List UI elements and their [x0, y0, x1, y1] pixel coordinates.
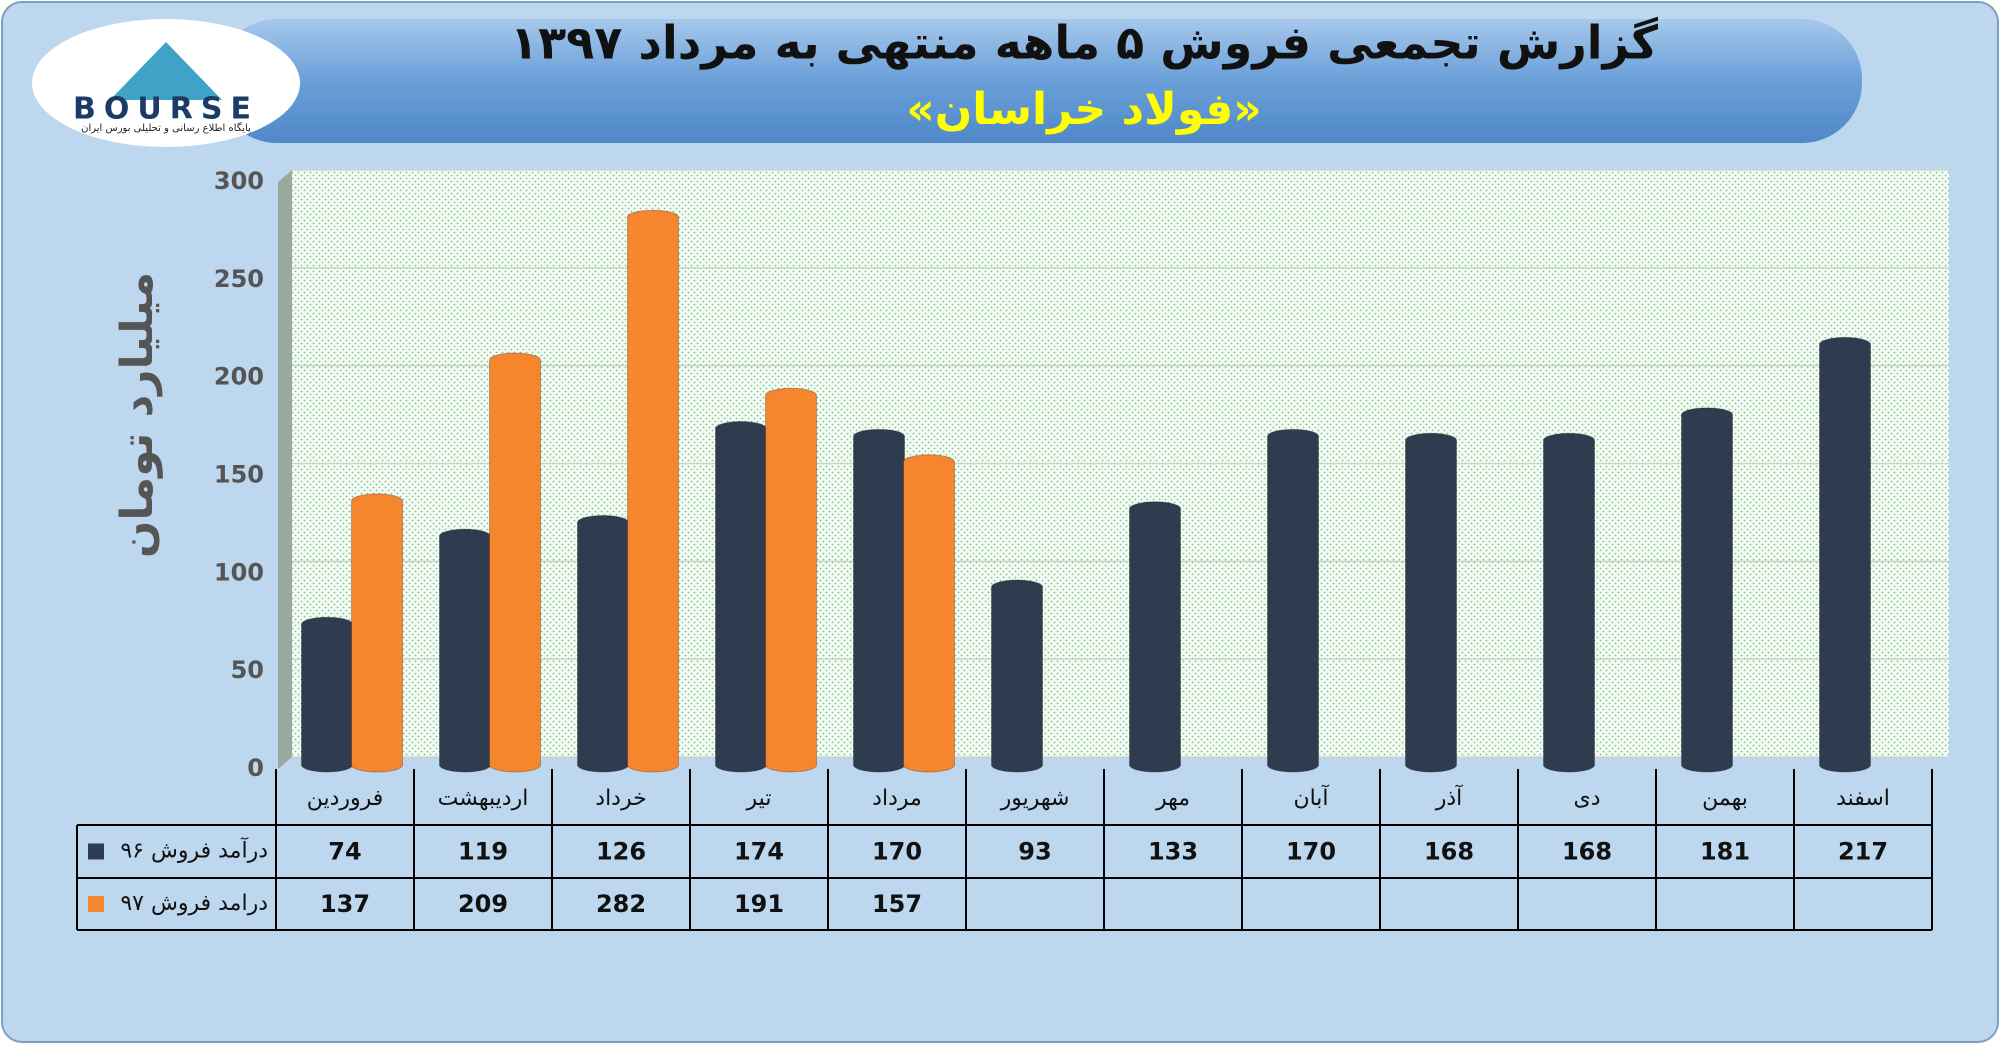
data-label: 168	[1562, 838, 1612, 866]
y-tick-label: 200	[214, 363, 264, 391]
y-tick-label: 100	[214, 558, 264, 586]
logo-tagline: پایگاه اطلاع رسانی و تحلیلی بورس ایران	[81, 122, 251, 134]
bar	[577, 514, 629, 773]
data-label: 209	[458, 890, 508, 918]
legend-label: درآمد فروش ۹۶	[120, 837, 268, 864]
y-tick-label: 300	[214, 167, 264, 195]
bar	[1129, 501, 1181, 773]
bar	[351, 493, 403, 773]
y-tick-label: 50	[231, 656, 264, 684]
bar	[991, 579, 1043, 773]
data-label: 181	[1700, 838, 1750, 866]
logo-icon	[110, 42, 222, 100]
logo-name: BOURSE	[73, 92, 259, 127]
y-axis-label: میلیارد تومان	[112, 272, 163, 558]
x-tick-label: مرداد	[872, 786, 922, 811]
y-tick-label: 250	[214, 265, 264, 293]
plot-wall	[278, 170, 292, 769]
data-label: 170	[1286, 838, 1336, 866]
bar	[301, 616, 353, 773]
x-tick-label: آبان	[1293, 784, 1329, 811]
y-tick-label: 0	[247, 754, 264, 782]
data-label: 157	[872, 890, 922, 918]
data-label: 126	[596, 838, 646, 866]
data-label: 217	[1838, 838, 1888, 866]
bar	[715, 421, 767, 773]
data-label: 282	[596, 890, 646, 918]
data-label: 191	[734, 890, 784, 918]
x-tick-label: تیر	[746, 786, 772, 811]
x-tick-label: دی	[1573, 786, 1600, 811]
bar	[627, 209, 679, 773]
x-tick-label: شهریور	[1000, 786, 1070, 811]
legend-swatch	[88, 896, 104, 912]
bar	[765, 387, 817, 773]
legend-swatch	[88, 843, 104, 860]
data-label: 133	[1148, 838, 1198, 866]
legend-label: درامد فروش ۹۷	[120, 891, 268, 916]
x-tick-label: اردیبهشت	[438, 786, 529, 811]
data-label: 119	[458, 838, 508, 866]
title-banner	[217, 19, 1862, 143]
x-tick-label: فروردین	[307, 786, 384, 811]
x-tick-label: آذر	[1435, 784, 1463, 811]
data-label: 170	[872, 838, 922, 866]
data-label: 168	[1424, 838, 1474, 866]
x-tick-label: اسفند	[1836, 786, 1890, 811]
chart-title: گزارش تجمعی فروش ۵ ماهه منتهی به مرداد ۱…	[510, 16, 1658, 70]
bar	[1543, 432, 1595, 773]
bar	[1405, 432, 1457, 773]
bar	[903, 454, 955, 773]
data-label: 74	[328, 838, 361, 866]
data-label: 93	[1018, 838, 1051, 866]
data-label: 137	[320, 890, 370, 918]
bar	[853, 428, 905, 773]
bar	[439, 528, 491, 773]
y-tick-label: 150	[214, 461, 264, 489]
data-label: 174	[734, 838, 784, 866]
x-tick-label: مهر	[1155, 786, 1190, 811]
chart-subtitle: «فولاد خراسان»	[906, 84, 1261, 135]
bar	[1819, 336, 1871, 773]
bar	[1681, 407, 1733, 773]
bar	[1267, 428, 1319, 773]
x-tick-label: بهمن	[1702, 786, 1748, 811]
x-tick-label: خرداد	[595, 786, 646, 811]
bar	[489, 352, 541, 773]
